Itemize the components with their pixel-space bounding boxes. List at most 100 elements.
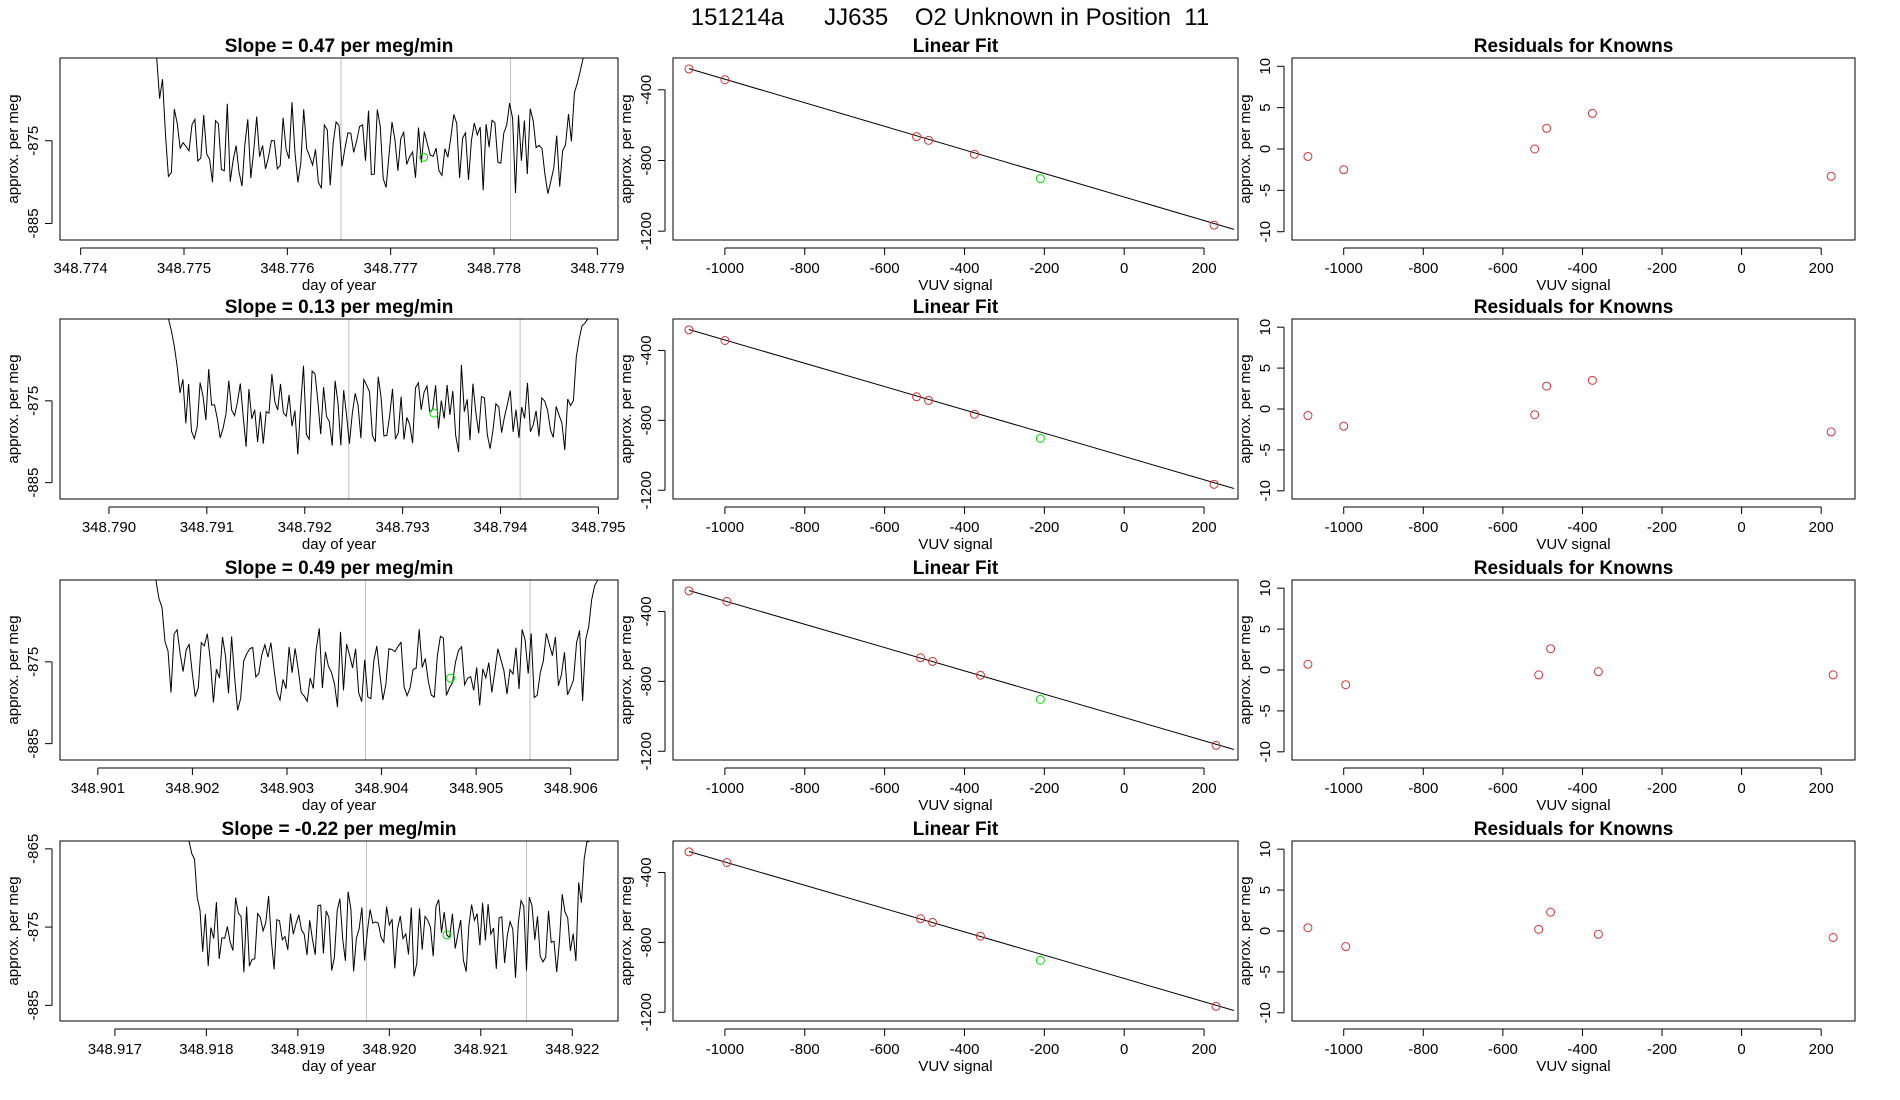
linear-fit-panel-2: Linear Fit -1000 -800 -600 -400 -200 0 200 VUV s… bbox=[618, 297, 1239, 553]
panel-title: Slope = 0.49 per meg/min bbox=[225, 558, 454, 579]
panel-title: Linear Fit bbox=[913, 36, 999, 57]
residual-point bbox=[1587, 108, 1597, 118]
time-series-panel-3: Slope = 0.49 per meg/min 348.901 348.902 34… bbox=[5, 558, 619, 814]
x-tick-label: -1000 bbox=[706, 780, 744, 797]
panel-title: Slope = 0.13 per meg/min bbox=[225, 297, 454, 318]
x-axis-label: VUV signal bbox=[918, 277, 992, 294]
x-tick-label: -400 bbox=[949, 780, 979, 797]
residual-point bbox=[1303, 659, 1313, 669]
y-tick-label: -800 bbox=[638, 666, 655, 696]
y-tick-label: -800 bbox=[638, 145, 655, 175]
residual-point bbox=[1593, 667, 1603, 677]
known-standard-point bbox=[722, 857, 732, 867]
x-tick-label: -200 bbox=[1647, 260, 1677, 277]
residual-point bbox=[1587, 375, 1597, 385]
y-axis-label: approx. per meg bbox=[5, 876, 22, 985]
x-tick-label: -200 bbox=[1029, 260, 1059, 277]
y-axis-label: approx. per meg bbox=[5, 615, 22, 724]
unknown-point bbox=[1035, 433, 1045, 443]
x-tick-label: -1000 bbox=[706, 519, 744, 536]
x-tick-label: -200 bbox=[1647, 780, 1677, 797]
known-standard-point bbox=[1209, 220, 1219, 230]
known-standard-point bbox=[969, 409, 979, 419]
x-tick-label: 348.777 bbox=[364, 260, 418, 277]
unknown-point bbox=[1035, 694, 1045, 704]
y-tick-label: 10 bbox=[1257, 58, 1274, 75]
unknown-mean-point bbox=[442, 930, 452, 940]
x-tick-label: -1000 bbox=[1325, 519, 1363, 536]
x-axis-label: VUV signal bbox=[918, 797, 992, 814]
x-tick-label: -200 bbox=[1029, 780, 1059, 797]
y-axis-label: approx. per meg bbox=[618, 876, 635, 985]
residuals-panel-2: Residuals for Knowns-1000 -800 -600 -400 -20… bbox=[1237, 297, 1856, 553]
residual-point bbox=[1303, 411, 1313, 421]
plot-frame bbox=[59, 318, 619, 500]
x-tick-label: 348.904 bbox=[354, 780, 408, 797]
x-axis-label: day of year bbox=[302, 1058, 376, 1075]
x-tick-label: 348.901 bbox=[71, 780, 125, 797]
x-axis-label: day of year bbox=[302, 536, 376, 553]
x-tick-label: 200 bbox=[1192, 519, 1217, 536]
x-tick-label: 348.919 bbox=[271, 1041, 325, 1058]
panel-title: Residuals for Knowns bbox=[1474, 558, 1674, 579]
fit-line bbox=[688, 68, 1235, 230]
panel-title: Residuals for Knowns bbox=[1474, 36, 1674, 57]
known-standard-point bbox=[928, 656, 938, 666]
linear-fit-panel-4: Linear Fit -1000 -800 -600 -400 -200 0 200 VUV s… bbox=[618, 819, 1239, 1075]
x-tick-label: 200 bbox=[1809, 519, 1834, 536]
x-tick-label: -1000 bbox=[1325, 1041, 1363, 1058]
x-tick-label: -600 bbox=[870, 519, 900, 536]
x-tick-label: -400 bbox=[1567, 1041, 1597, 1058]
x-axis-label: VUV signal bbox=[1536, 797, 1610, 814]
x-tick-label: 348.778 bbox=[467, 260, 521, 277]
x-axis-label: day of year bbox=[302, 277, 376, 294]
x-tick-label: -600 bbox=[1488, 1041, 1518, 1058]
x-axis-label: VUV signal bbox=[918, 1058, 992, 1075]
signal-trace bbox=[147, 57, 590, 194]
y-tick-label: -5 bbox=[1257, 184, 1274, 197]
panel-title: Linear Fit bbox=[913, 558, 999, 579]
plot-frame bbox=[59, 579, 619, 761]
residual-point bbox=[1826, 171, 1836, 181]
x-tick-label: -800 bbox=[1408, 780, 1438, 797]
known-standard-point bbox=[684, 586, 694, 596]
x-tick-label: 348.795 bbox=[571, 519, 625, 536]
known-standard-point bbox=[912, 132, 922, 142]
y-tick-label: -885 bbox=[25, 468, 42, 498]
y-tick-label: -885 bbox=[25, 729, 42, 759]
x-tick-label: 348.793 bbox=[376, 519, 430, 536]
fit-line bbox=[688, 590, 1235, 750]
x-tick-label: 348.917 bbox=[88, 1041, 142, 1058]
y-axis-label: approx. per meg bbox=[618, 354, 635, 463]
x-tick-label: -400 bbox=[1567, 260, 1597, 277]
residual-point bbox=[1534, 670, 1544, 680]
y-tick-label: -1200 bbox=[638, 732, 655, 770]
y-tick-label: -5 bbox=[1257, 704, 1274, 717]
known-standard-point bbox=[975, 931, 985, 941]
y-tick-label: 0 bbox=[1257, 666, 1274, 674]
x-tick-label: 348.918 bbox=[179, 1041, 233, 1058]
panel-title: Slope = -0.22 per meg/min bbox=[222, 819, 457, 840]
known-standard-point bbox=[684, 64, 694, 74]
known-standard-point bbox=[1209, 479, 1219, 489]
x-tick-label: 0 bbox=[1737, 1041, 1745, 1058]
known-standard-point bbox=[916, 653, 926, 663]
residual-point bbox=[1828, 933, 1838, 943]
y-tick-label: -10 bbox=[1257, 1002, 1274, 1024]
known-standard-point bbox=[912, 392, 922, 402]
y-tick-label: -5 bbox=[1257, 443, 1274, 456]
unknown-mean-point bbox=[446, 673, 456, 683]
x-tick-label: -400 bbox=[1567, 780, 1597, 797]
x-tick-label: -200 bbox=[1647, 1041, 1677, 1058]
x-tick-label: -800 bbox=[1408, 519, 1438, 536]
x-tick-label: -800 bbox=[1408, 1041, 1438, 1058]
x-tick-label: 200 bbox=[1192, 1041, 1217, 1058]
x-tick-label: -600 bbox=[1488, 519, 1518, 536]
y-tick-label: -10 bbox=[1257, 741, 1274, 763]
residual-point bbox=[1546, 907, 1556, 917]
y-tick-label: 10 bbox=[1257, 319, 1274, 336]
residual-point bbox=[1530, 410, 1540, 420]
x-tick-label: -800 bbox=[790, 1041, 820, 1058]
x-tick-label: -800 bbox=[1408, 260, 1438, 277]
